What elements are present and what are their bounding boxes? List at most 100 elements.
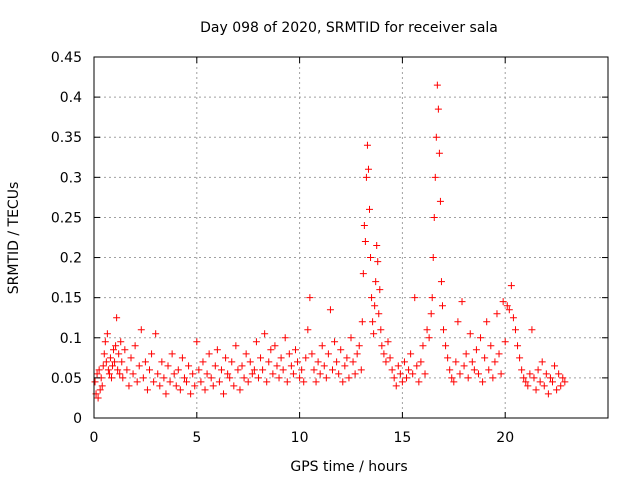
data-point [559, 374, 567, 382]
data-point [318, 342, 326, 350]
data-point [100, 350, 108, 358]
y-tick-label: 0 [73, 411, 82, 427]
data-point [548, 378, 556, 386]
data-point [203, 370, 211, 378]
data-point [472, 346, 480, 354]
data-point [425, 334, 433, 342]
data-point [230, 382, 238, 390]
x-tick-label: 0 [90, 430, 99, 446]
data-point [265, 358, 273, 366]
data-point [220, 390, 228, 398]
x-tick-label: 20 [496, 430, 514, 446]
data-point [178, 354, 186, 362]
y-tick-label: 0.45 [51, 50, 82, 66]
data-point [168, 350, 176, 358]
data-point [224, 370, 232, 378]
data-point [150, 378, 158, 386]
data-point [131, 342, 139, 350]
data-point [358, 318, 366, 326]
data-point [359, 270, 367, 278]
data-point [366, 205, 374, 213]
data-point [518, 366, 526, 374]
data-point [110, 346, 118, 354]
data-point [222, 354, 230, 362]
data-point [217, 366, 225, 374]
data-point [328, 366, 336, 374]
data-point [152, 330, 160, 338]
data-point [505, 306, 513, 314]
data-point [433, 81, 441, 89]
data-point [291, 346, 299, 354]
data-point [296, 374, 304, 382]
data-point [306, 294, 314, 302]
data-point [259, 366, 267, 374]
data-point [304, 326, 312, 334]
data-point [434, 105, 442, 113]
data-point [322, 374, 330, 382]
data-point [557, 382, 565, 390]
data-point [112, 342, 120, 350]
data-point [162, 390, 170, 398]
data-point [376, 286, 384, 294]
data-point [135, 362, 143, 370]
data-point [246, 358, 254, 366]
data-point [474, 370, 482, 378]
data-point [423, 326, 431, 334]
data-point [242, 350, 250, 358]
data-point [405, 366, 413, 374]
data-point [115, 350, 123, 358]
data-point [137, 326, 145, 334]
data-point [113, 314, 121, 322]
data-points [91, 81, 569, 402]
data-point [427, 310, 435, 318]
data-point [347, 334, 355, 342]
data-point [362, 173, 370, 181]
data-point [283, 378, 291, 386]
data-point [477, 334, 485, 342]
data-point [384, 338, 392, 346]
data-point [180, 374, 188, 382]
data-point [205, 350, 213, 358]
plot-border [93, 56, 609, 419]
data-point [442, 342, 450, 350]
data-point [261, 330, 269, 338]
data-point [285, 350, 293, 358]
data-point [94, 394, 102, 402]
data-point [121, 346, 129, 354]
data-point [226, 374, 234, 382]
data-point [464, 374, 472, 382]
data-point [102, 358, 110, 366]
data-point [302, 354, 310, 362]
data-point [267, 346, 275, 354]
data-point [143, 386, 151, 394]
data-point [244, 378, 252, 386]
y-axis-label: SRMTID / TECUs [6, 182, 22, 295]
data-point [417, 358, 425, 366]
data-point [520, 374, 528, 382]
data-point [119, 374, 127, 382]
data-point [532, 386, 540, 394]
data-point [528, 326, 536, 334]
data-point [493, 310, 501, 318]
data-point [185, 362, 193, 370]
data-point [436, 197, 444, 205]
data-point [197, 378, 205, 386]
data-point [191, 382, 199, 390]
data-point [370, 330, 378, 338]
y-tick-label: 0.05 [51, 371, 82, 387]
data-point [326, 306, 334, 314]
data-point [489, 374, 497, 382]
data-point [388, 366, 396, 374]
data-point [106, 354, 114, 362]
data-point [146, 366, 154, 374]
data-point [164, 362, 172, 370]
data-point [139, 374, 147, 382]
data-point [479, 378, 487, 386]
data-point [374, 258, 382, 266]
data-point [392, 382, 400, 390]
data-point [415, 378, 423, 386]
data-point [364, 165, 372, 173]
data-point [103, 330, 111, 338]
data-point [209, 382, 217, 390]
data-point [215, 378, 223, 386]
